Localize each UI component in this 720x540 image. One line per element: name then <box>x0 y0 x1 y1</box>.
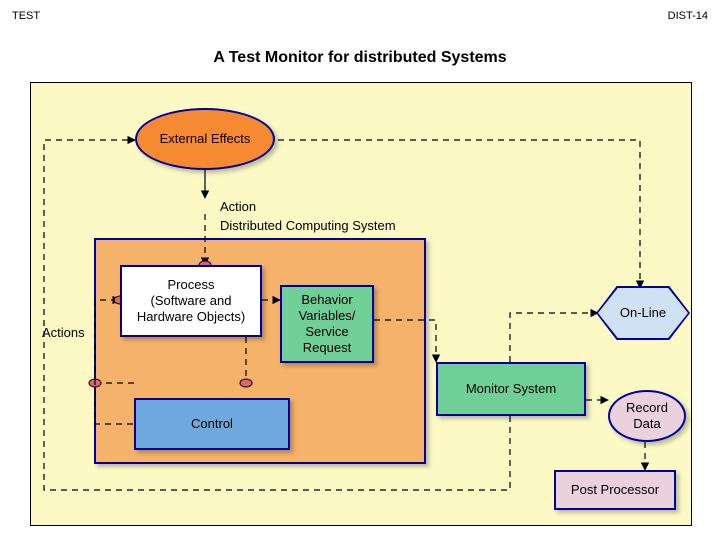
node-record-label: Record Data <box>620 400 674 433</box>
node-behavior-label: Behavior Variables/ Service Request <box>293 292 362 357</box>
node-monitor: Monitor System <box>436 362 586 416</box>
diagram-canvas: TEST DIST-14 A Test Monitor for distribu… <box>0 0 720 540</box>
node-record: Record Data <box>608 390 686 442</box>
node-process-label: Process (Software and Hardware Objects) <box>131 277 251 326</box>
header-right: DIST-14 <box>668 10 708 22</box>
node-post: Post Processor <box>554 470 676 510</box>
node-post-label: Post Processor <box>565 482 665 498</box>
node-online-label: On-Line <box>614 305 672 321</box>
dcs-label: Distributed Computing System <box>220 218 396 233</box>
label-action: Action <box>220 199 256 214</box>
node-external_effects-label: External Effects <box>154 131 257 147</box>
node-behavior: Behavior Variables/ Service Request <box>280 285 374 363</box>
node-process: Process (Software and Hardware Objects) <box>120 265 262 337</box>
header-left: TEST <box>12 10 40 22</box>
page-title: A Test Monitor for distributed Systems <box>0 48 720 68</box>
node-external_effects: External Effects <box>135 108 275 170</box>
label-actions: Actions <box>42 325 85 340</box>
node-monitor-label: Monitor System <box>460 381 562 397</box>
node-control-label: Control <box>185 416 239 432</box>
node-control: Control <box>134 398 290 450</box>
